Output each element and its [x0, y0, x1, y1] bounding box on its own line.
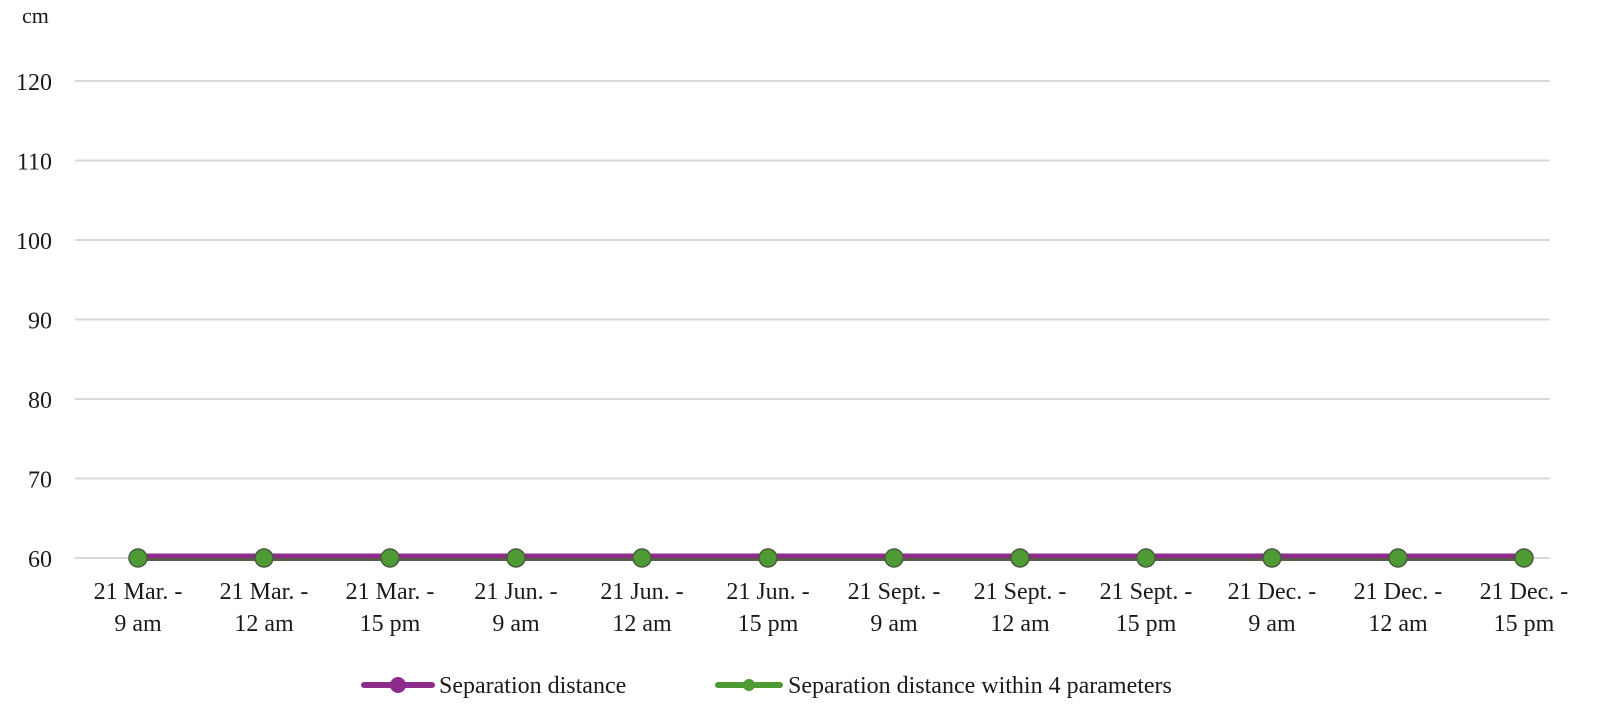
- series-2-point: [380, 548, 400, 568]
- gridlines: [75, 80, 1550, 559]
- x-axis-ticks: 21 Mar. - 9 am 21 Mar. - 12 am 21 Mar. - 15 p…: [94, 579, 1569, 637]
- series-layer: [128, 548, 1534, 568]
- series-2-point: [128, 548, 148, 568]
- x-tick-label: 21 Dec. -: [1228, 579, 1317, 605]
- series-2-point: [254, 548, 274, 568]
- series-2-point: [1262, 548, 1282, 568]
- x-tick-label: 9 am: [492, 611, 540, 637]
- x-tick-label: 15 pm: [360, 611, 421, 637]
- y-axis-unit-label: cm: [22, 3, 49, 28]
- legend-label: Separation distance within 4 parameters: [788, 673, 1172, 699]
- y-tick-label: 70: [28, 468, 52, 494]
- x-tick-label: 21 Sept. -: [1100, 579, 1193, 605]
- x-tick-label: 12 am: [612, 611, 672, 637]
- legend: Separation distance Separation distance w…: [361, 673, 1172, 699]
- x-tick-label: 21 Mar. -: [346, 579, 435, 605]
- series-2-point: [506, 548, 526, 568]
- x-tick-label: 21 Jun. -: [726, 579, 809, 605]
- x-tick-label: 9 am: [1248, 611, 1296, 637]
- x-tick-label: 21 Mar. -: [220, 579, 309, 605]
- x-tick-label: 12 am: [1368, 611, 1428, 637]
- x-tick-label: 21 Dec. -: [1354, 579, 1443, 605]
- y-tick-label: 60: [28, 547, 52, 573]
- series-2-point: [758, 548, 778, 568]
- x-tick-label: 21 Sept. -: [848, 579, 941, 605]
- series-2-point: [1010, 548, 1030, 568]
- series-2-point: [1388, 548, 1408, 568]
- legend-label: Separation distance: [439, 673, 626, 699]
- x-tick-label: 21 Jun. -: [600, 579, 683, 605]
- x-tick-label: 15 pm: [1116, 611, 1177, 637]
- x-tick-label: 9 am: [114, 611, 162, 637]
- y-axis-ticks: 60 70 80 90 100 110 120: [16, 70, 52, 573]
- x-tick-label: 21 Sept. -: [974, 579, 1067, 605]
- series-2-point: [884, 548, 904, 568]
- x-tick-label: 12 am: [234, 611, 294, 637]
- y-tick-label: 100: [16, 229, 52, 255]
- x-tick-label: 15 pm: [1494, 611, 1555, 637]
- legend-swatch-marker: [390, 677, 406, 693]
- y-tick-label: 120: [16, 70, 52, 96]
- x-tick-label: 21 Jun. -: [474, 579, 557, 605]
- y-tick-label: 90: [28, 309, 52, 335]
- series-2-point: [1136, 548, 1156, 568]
- x-tick-label: 21 Mar. -: [94, 579, 183, 605]
- series-2-point: [632, 548, 652, 568]
- x-tick-label: 15 pm: [738, 611, 799, 637]
- x-tick-label: 12 am: [990, 611, 1050, 637]
- y-tick-label: 110: [17, 150, 52, 176]
- x-tick-label: 21 Dec. -: [1480, 579, 1569, 605]
- y-tick-label: 80: [28, 388, 52, 414]
- x-tick-label: 9 am: [870, 611, 918, 637]
- series-2-point: [1514, 548, 1534, 568]
- legend-swatch-marker: [743, 679, 755, 691]
